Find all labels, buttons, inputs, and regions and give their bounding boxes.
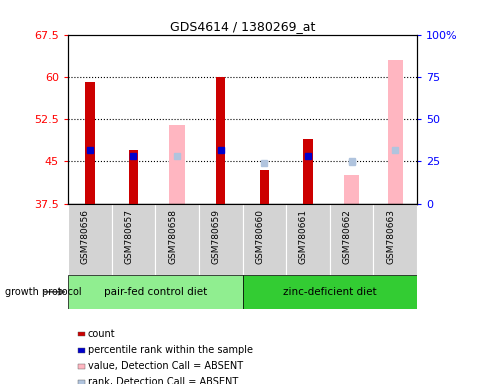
Bar: [169, 125, 184, 204]
Bar: [215, 77, 225, 204]
Text: growth protocol: growth protocol: [5, 287, 81, 297]
Title: GDS4614 / 1380269_at: GDS4614 / 1380269_at: [169, 20, 315, 33]
Text: GSM780661: GSM780661: [298, 209, 307, 264]
Bar: [302, 139, 312, 204]
Text: GSM780656: GSM780656: [80, 209, 90, 264]
Bar: [259, 170, 269, 204]
Bar: [198, 204, 242, 275]
Text: rank, Detection Call = ABSENT: rank, Detection Call = ABSENT: [88, 377, 237, 384]
Text: zinc-deficient diet: zinc-deficient diet: [282, 287, 376, 297]
Bar: [68, 204, 111, 275]
Bar: [111, 204, 155, 275]
Text: percentile rank within the sample: percentile rank within the sample: [88, 345, 252, 355]
Bar: [155, 204, 198, 275]
Bar: [286, 204, 329, 275]
Text: GSM780662: GSM780662: [342, 209, 351, 264]
Bar: [85, 83, 94, 204]
Text: value, Detection Call = ABSENT: value, Detection Call = ABSENT: [88, 361, 242, 371]
Text: GSM780663: GSM780663: [385, 209, 394, 264]
Text: GSM780660: GSM780660: [255, 209, 264, 264]
Text: count: count: [88, 329, 115, 339]
Bar: [68, 275, 242, 309]
Bar: [242, 275, 416, 309]
Text: GSM780657: GSM780657: [124, 209, 133, 264]
Bar: [242, 204, 286, 275]
Bar: [128, 150, 138, 204]
Text: pair-fed control diet: pair-fed control diet: [104, 287, 206, 297]
Text: GSM780659: GSM780659: [211, 209, 220, 264]
Bar: [387, 60, 402, 204]
Bar: [373, 204, 416, 275]
Bar: [329, 204, 373, 275]
Bar: [343, 175, 359, 204]
Text: GSM780658: GSM780658: [167, 209, 177, 264]
